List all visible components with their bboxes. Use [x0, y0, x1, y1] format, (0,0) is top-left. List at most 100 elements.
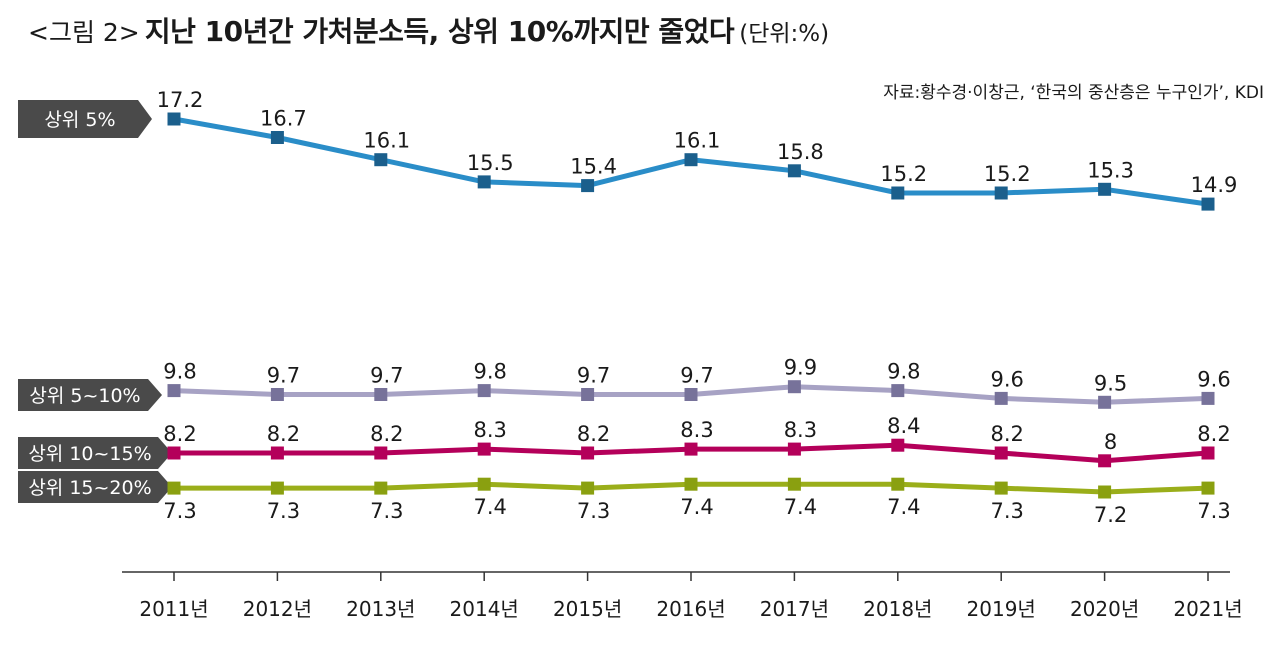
data-label: 14.9 — [1191, 173, 1238, 197]
data-label: 15.2 — [984, 162, 1031, 186]
data-point-marker — [787, 164, 801, 178]
data-point-marker — [581, 179, 595, 193]
data-label: 9.8 — [887, 360, 920, 384]
data-point-marker — [167, 112, 181, 126]
x-tick-label: 2020년 — [1070, 597, 1139, 621]
data-point-marker — [994, 186, 1008, 200]
data-label: 7.4 — [680, 495, 713, 519]
data-label: 7.3 — [370, 499, 403, 523]
data-point-marker — [477, 384, 491, 398]
x-tick-label: 2014년 — [450, 597, 519, 621]
data-label: 16.7 — [260, 107, 307, 131]
data-point-marker — [1098, 485, 1112, 499]
data-label: 8.2 — [370, 422, 403, 446]
series-badge-label: 상위 5~10% — [29, 385, 140, 407]
data-point-marker — [581, 481, 595, 495]
data-point-marker — [891, 477, 905, 491]
data-point-marker — [374, 153, 388, 167]
x-tick-label: 2019년 — [967, 597, 1036, 621]
data-label: 9.8 — [163, 360, 196, 384]
series-badge — [18, 379, 162, 411]
x-tick-label: 2017년 — [760, 597, 829, 621]
data-point-marker — [684, 388, 698, 401]
data-point-marker — [1098, 182, 1112, 196]
data-label: 7.3 — [163, 499, 196, 523]
data-label: 7.3 — [267, 499, 300, 523]
data-label: 8.3 — [473, 418, 506, 442]
data-label: 9.6 — [1197, 367, 1230, 391]
data-label: 9.7 — [577, 364, 610, 388]
data-label: 7.3 — [1197, 499, 1230, 523]
x-tick-label: 2015년 — [553, 597, 622, 621]
series-badge — [18, 100, 152, 138]
data-label: 16.1 — [674, 129, 721, 153]
data-label: 8.2 — [163, 422, 196, 446]
data-point-marker — [1201, 391, 1215, 405]
unit-label: (단위:%) — [739, 21, 830, 47]
series-badge-label: 상위 15~20% — [28, 477, 151, 499]
data-point-marker — [891, 438, 905, 452]
data-label: 17.2 — [157, 88, 204, 112]
data-label: 9.6 — [990, 367, 1023, 391]
data-label: 9.7 — [267, 364, 300, 388]
data-label: 15.5 — [467, 151, 514, 175]
data-label: 7.3 — [577, 499, 610, 523]
data-point-marker — [374, 446, 388, 460]
data-point-marker — [787, 380, 801, 394]
x-tick-label: 2012년 — [243, 597, 312, 621]
data-point-marker — [994, 481, 1008, 495]
source-note: 자료:황수경·이창근, ‘한국의 중산층은 누구인가’, KDI — [883, 83, 1264, 103]
title-main: 지난 10년간 가처분소득, 상위 10%까지만 줄었다 — [144, 15, 735, 48]
data-point-marker — [684, 153, 698, 167]
series-badge-label: 상위 10~15% — [28, 443, 151, 465]
data-point-marker — [167, 384, 181, 398]
data-point-marker — [1201, 481, 1215, 495]
data-label: 9.7 — [370, 364, 403, 388]
data-label: 8.2 — [990, 422, 1023, 446]
data-label: 9.5 — [1094, 371, 1127, 395]
data-point-marker — [581, 388, 595, 401]
series-badge-label: 상위 5% — [44, 109, 115, 131]
data-label: 15.8 — [777, 140, 824, 164]
data-label: 8.3 — [680, 418, 713, 442]
data-point-marker — [1098, 395, 1112, 409]
data-point-marker — [891, 384, 905, 398]
x-tick-label: 2018년 — [863, 597, 932, 621]
chart-title: <그림 2> 지난 10년간 가처분소득, 상위 10%까지만 줄었다 (단위:… — [28, 10, 829, 50]
series-badge — [18, 437, 172, 469]
data-point-marker — [1098, 454, 1112, 468]
data-point-marker — [787, 442, 801, 456]
data-label: 9.8 — [473, 360, 506, 384]
x-tick-label: 2011년 — [139, 597, 208, 621]
data-label: 8.4 — [887, 414, 920, 438]
data-label: 8.2 — [577, 422, 610, 446]
data-point-marker — [270, 481, 284, 495]
data-point-marker — [787, 477, 801, 491]
data-label: 15.3 — [1087, 158, 1134, 182]
data-point-marker — [477, 477, 491, 491]
data-point-marker — [374, 481, 388, 495]
data-label: 7.4 — [887, 495, 920, 519]
x-tick-label: 2021년 — [1173, 597, 1242, 621]
data-point-marker — [1201, 446, 1215, 460]
data-label: 16.1 — [363, 129, 410, 153]
data-point-marker — [477, 442, 491, 456]
data-label: 15.2 — [880, 162, 927, 186]
data-point-marker — [270, 446, 284, 460]
data-point-marker — [374, 388, 388, 401]
data-point-marker — [167, 481, 181, 495]
data-point-marker — [994, 446, 1008, 460]
data-label: 8.2 — [1197, 422, 1230, 446]
data-label: 7.4 — [473, 495, 506, 519]
data-point-marker — [167, 446, 181, 460]
data-point-marker — [270, 388, 284, 401]
figure-number: <그림 2> — [28, 18, 140, 47]
data-point-marker — [270, 131, 284, 144]
data-point-marker — [581, 446, 595, 460]
data-label: 7.2 — [1094, 503, 1127, 527]
series-badge — [18, 471, 172, 503]
data-point-marker — [994, 391, 1008, 405]
data-label: 15.4 — [570, 155, 617, 179]
data-point-marker — [684, 442, 698, 456]
